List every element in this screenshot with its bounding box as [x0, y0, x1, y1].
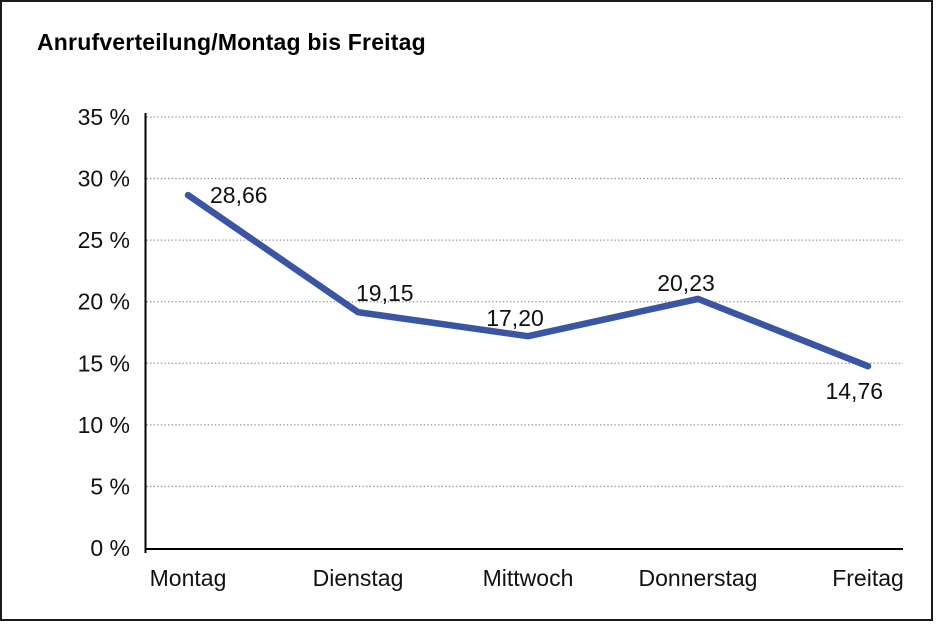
y-tick-label: 20 % [78, 289, 130, 315]
y-tick-label: 30 % [78, 166, 130, 192]
data-point-labels: 28,66 19,15 17,20 20,23 14,76 [210, 182, 883, 404]
data-series [184, 191, 872, 370]
y-tick-label: 5 % [90, 473, 130, 499]
data-point-label: 28,66 [210, 182, 268, 208]
axes [144, 113, 903, 553]
y-tick-labels: 0 % 5 % 10 % 15 % 20 % 25 % 30 % 35 % [78, 104, 130, 561]
data-point-label: 20,23 [657, 270, 715, 296]
x-tick-label: Montag [150, 565, 227, 591]
data-point-label: 19,15 [356, 280, 414, 306]
chart-title: Anrufverteilung/Montag bis Freitag [37, 29, 426, 55]
y-tick-label: 35 % [78, 104, 130, 130]
y-tick-label: 10 % [78, 412, 130, 438]
x-tick-label: Freitag [832, 565, 904, 591]
y-tick-label: 15 % [78, 350, 130, 376]
x-tick-label: Donnerstag [639, 565, 758, 591]
data-line [184, 191, 872, 370]
chart-frame-border [0, 0, 933, 621]
x-tick-label: Mittwoch [483, 565, 574, 591]
x-tick-labels: Montag Dienstag Mittwoch Donnerstag Freitag [150, 565, 904, 591]
y-tick-label: 25 % [78, 227, 130, 253]
y-tick-label: 0 % [90, 535, 130, 561]
data-point-label: 17,20 [486, 305, 544, 331]
gridlines [146, 116, 903, 488]
x-tick-label: Dienstag [313, 565, 404, 591]
data-point-label: 14,76 [825, 378, 883, 404]
